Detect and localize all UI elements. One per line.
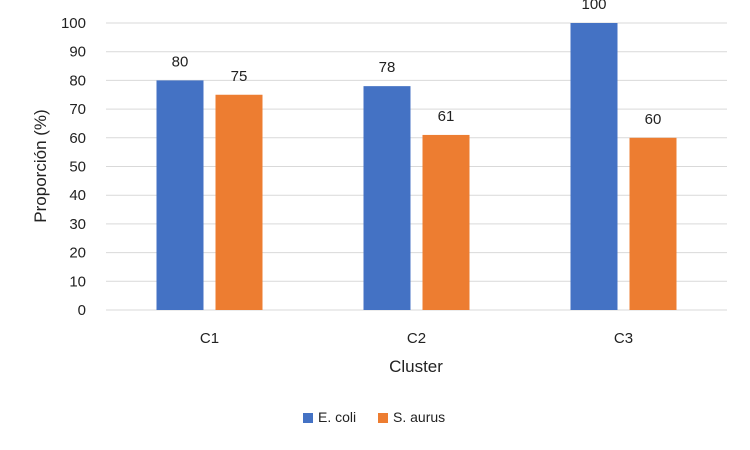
data-label: 75	[231, 68, 248, 85]
legend-label: S. aurus	[393, 409, 445, 425]
y-tick-label: 20	[69, 245, 86, 262]
data-label: 60	[645, 111, 662, 128]
bar-e-coli-c2	[363, 86, 411, 310]
y-tick-label: 80	[69, 72, 86, 89]
y-tick-label: 0	[78, 302, 86, 319]
y-tick-label: 50	[69, 159, 86, 176]
data-label: 78	[379, 59, 396, 76]
bar-s-aurus-c3	[629, 137, 677, 310]
gridlines	[106, 22, 727, 311]
legend-swatch	[303, 413, 313, 423]
y-tick-label: 60	[69, 130, 86, 147]
y-tick-label: 70	[69, 101, 86, 118]
y-axis-title: Proporción (%)	[31, 109, 50, 222]
x-tick-label: C2	[407, 330, 426, 347]
x-tick-label: C1	[200, 330, 219, 347]
y-tick-label: 10	[69, 273, 86, 290]
bar-e-coli-c3	[570, 23, 618, 310]
x-axis-ticks: C1 C2 C3	[200, 330, 633, 347]
bar-s-aurus-c2	[422, 134, 470, 310]
x-axis-title: Cluster	[389, 357, 443, 376]
bars	[156, 23, 677, 311]
legend-swatch	[378, 413, 388, 423]
data-label: 80	[172, 53, 189, 70]
y-tick-label: 30	[69, 216, 86, 233]
data-labels: 80 75 78 61 100 60	[172, 0, 662, 128]
y-tick-label: 100	[61, 15, 86, 32]
legend-label: E. coli	[318, 409, 356, 425]
bar-s-aurus-c1	[215, 94, 263, 310]
bar-e-coli-c1	[156, 80, 204, 311]
data-label: 61	[438, 108, 455, 125]
x-tick-label: C3	[614, 330, 633, 347]
data-label: 100	[581, 0, 606, 13]
y-tick-label: 90	[69, 44, 86, 61]
y-tick-label: 40	[69, 187, 86, 204]
y-axis-ticks: 0 10 20 30 40 50 60 70 80 90 100	[61, 15, 86, 319]
legend: E. coli S. aurus	[303, 409, 445, 425]
